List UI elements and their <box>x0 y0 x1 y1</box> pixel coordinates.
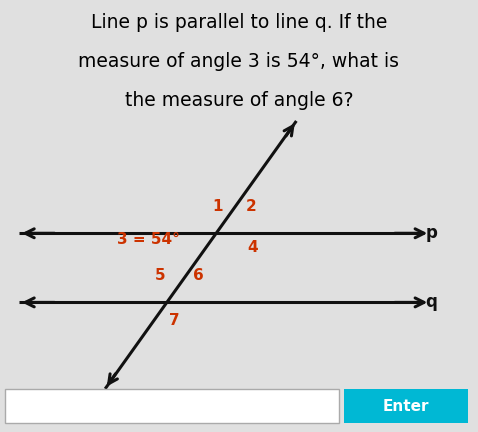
Text: 7: 7 <box>169 313 180 328</box>
Text: 2: 2 <box>246 199 256 214</box>
Text: measure of angle 3 is 54°, what is: measure of angle 3 is 54°, what is <box>78 52 400 71</box>
Text: 5: 5 <box>155 268 165 283</box>
FancyBboxPatch shape <box>344 389 468 423</box>
Text: the measure of angle 6?: the measure of angle 6? <box>125 91 353 110</box>
Text: 4: 4 <box>248 240 258 255</box>
Text: Enter: Enter <box>383 399 430 413</box>
Text: Line p is parallel to line q. If the: Line p is parallel to line q. If the <box>91 13 387 32</box>
Text: 1: 1 <box>212 199 223 214</box>
Text: p: p <box>425 224 437 242</box>
Text: 3 = 54°: 3 = 54° <box>117 232 180 247</box>
Text: q: q <box>425 293 437 311</box>
Text: 6: 6 <box>193 268 204 283</box>
FancyBboxPatch shape <box>5 389 339 423</box>
